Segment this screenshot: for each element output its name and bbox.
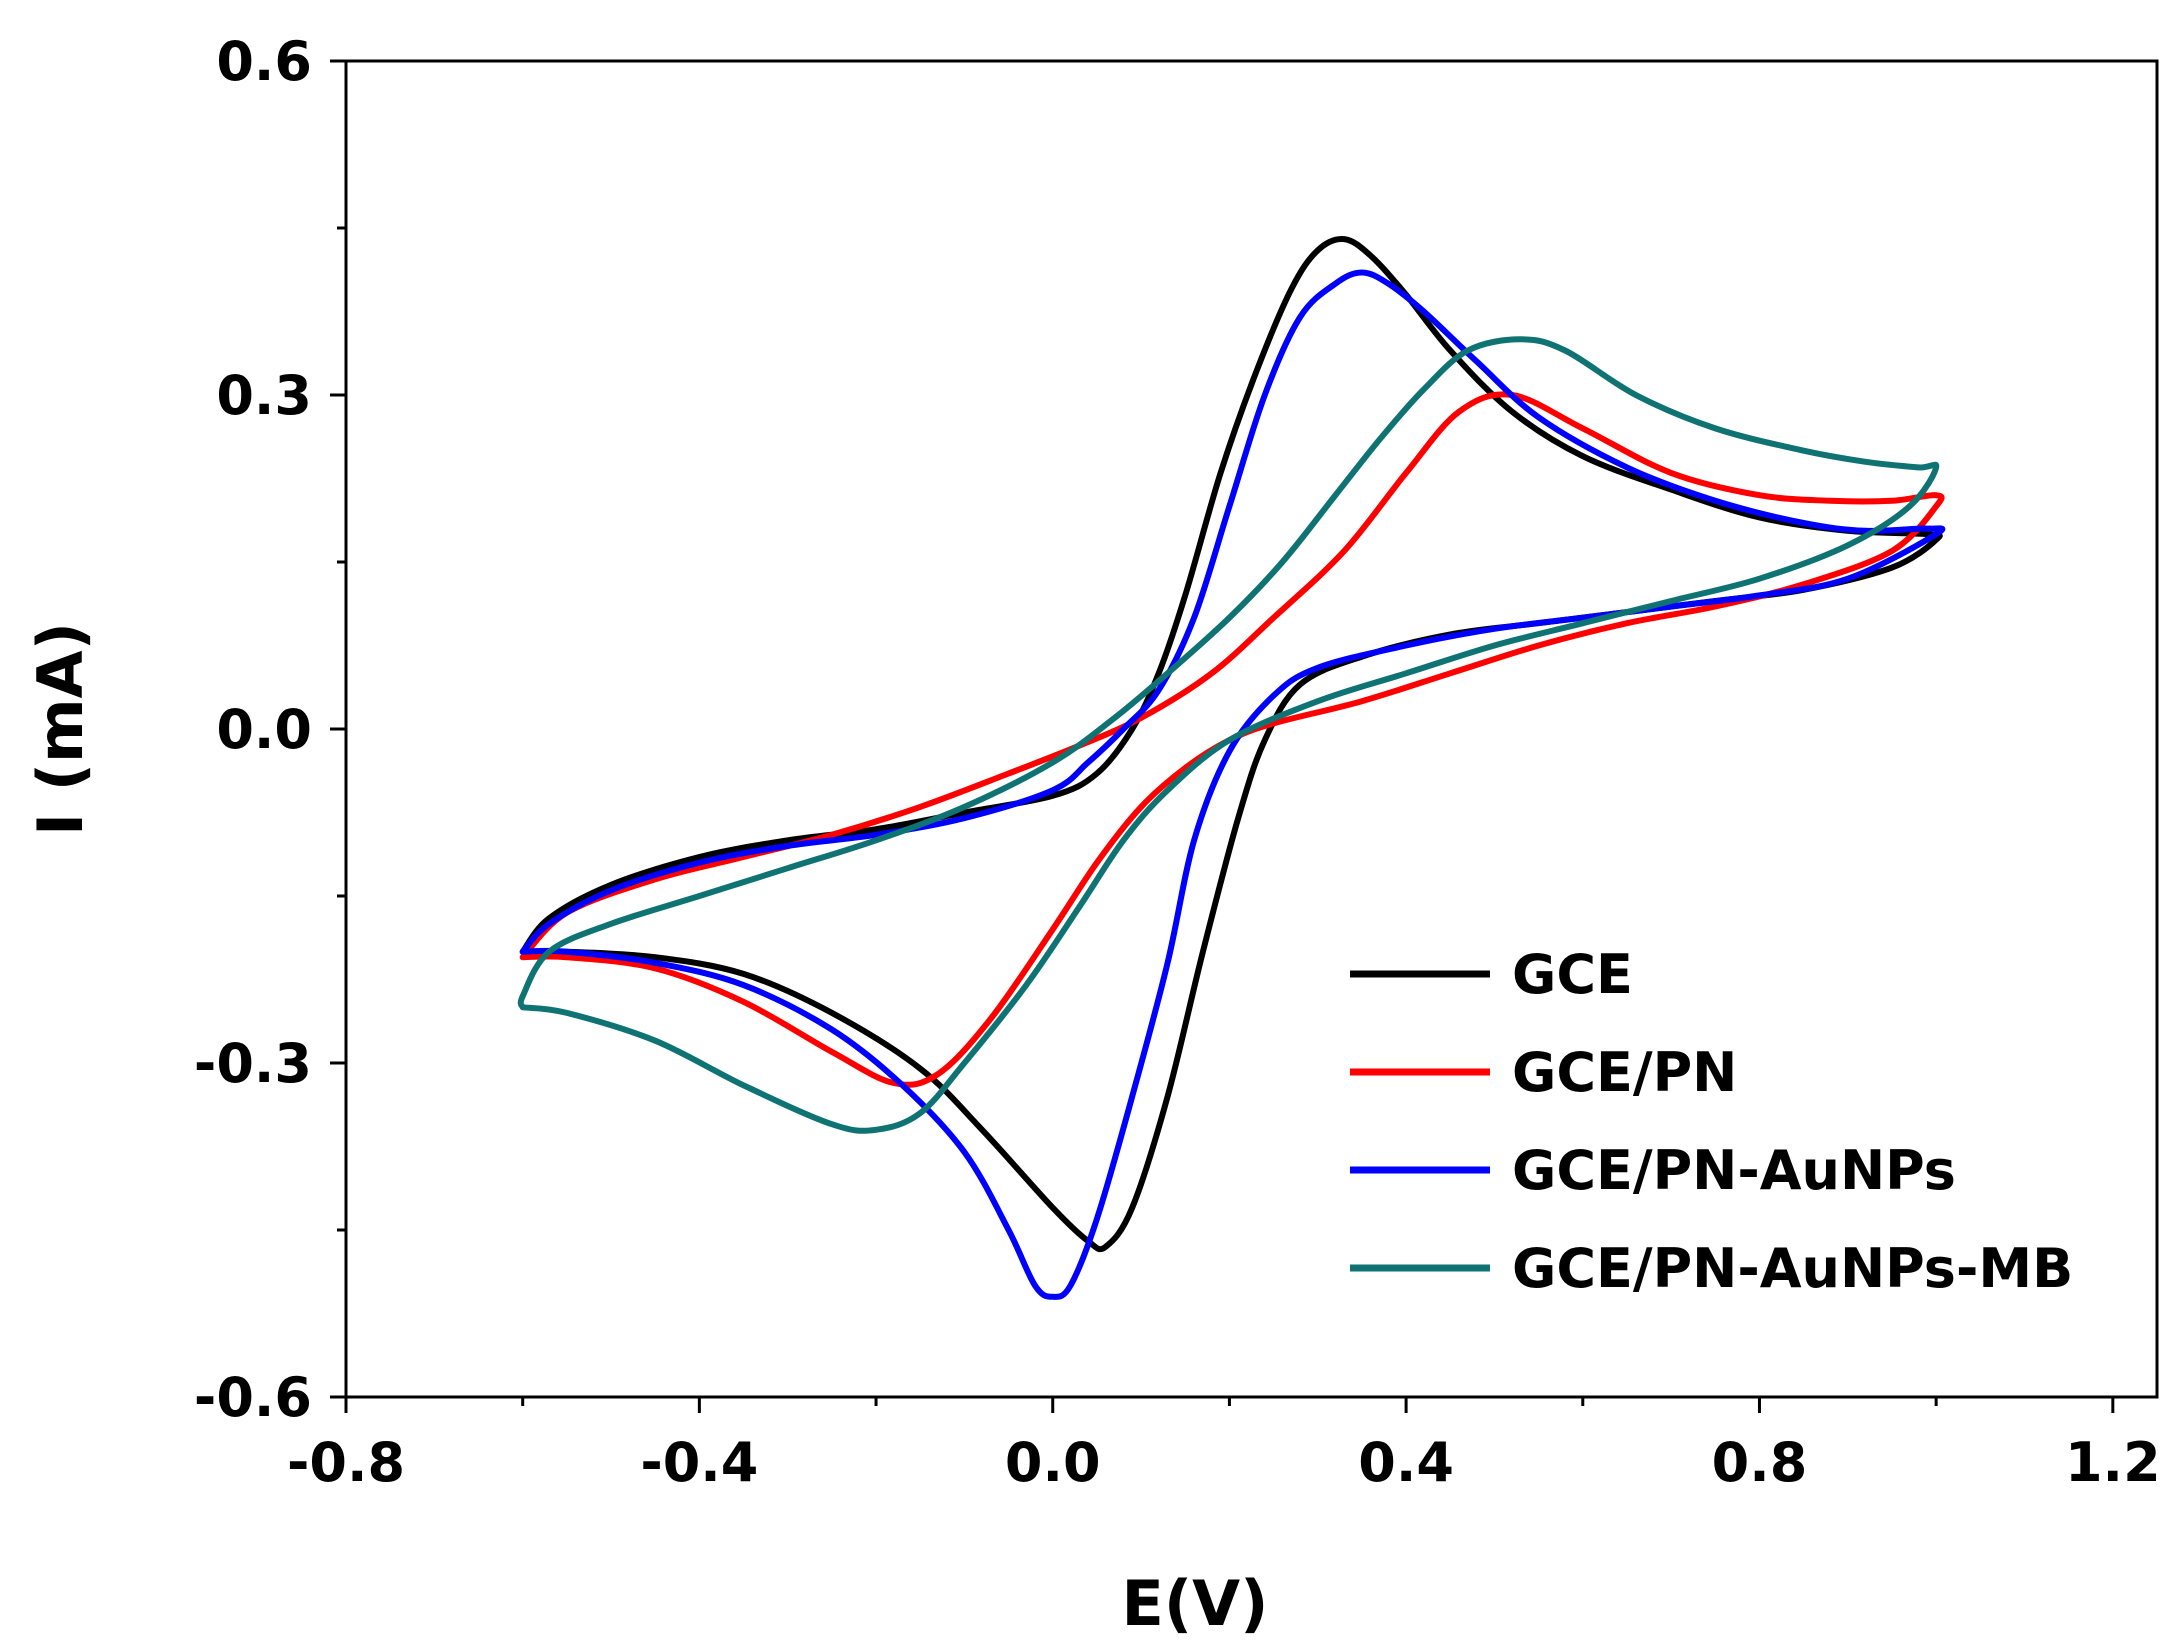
y-axis-title: I (mA) [24, 622, 97, 836]
x-tick-label: 0.8 [1712, 1431, 1808, 1494]
series-line-gce-pn-aunps [519, 269, 1946, 1300]
x-tick-label: -0.8 [287, 1431, 405, 1494]
legend-label-gce-pn-aunps: GCE/PN-AuNPs [1512, 1139, 1956, 1202]
x-tick-label: 0.0 [1005, 1431, 1101, 1494]
y-tick-label: 0.3 [216, 364, 312, 427]
x-axis-title: E(V) [1121, 1567, 1268, 1640]
x-tick-label: 1.2 [2065, 1431, 2161, 1494]
x-tick-label: -0.4 [640, 1431, 758, 1494]
y-tick-label: -0.6 [194, 1366, 312, 1429]
y-tick-label: 0.6 [216, 30, 312, 93]
legend-label-gce-pn: GCE/PN [1512, 1041, 1737, 1104]
x-tick-label: 0.4 [1358, 1431, 1454, 1494]
y-tick-label: -0.3 [194, 1032, 312, 1095]
tick-label-layer: -0.8 -0.4 0.0 0.4 0.8 1.2 0.6 0.3 0.0 -0.3 -0.6 [194, 30, 2161, 1494]
legend-label-gce: GCE [1512, 943, 1633, 1006]
tick-layer [330, 59, 2115, 1413]
legend-label-gce-pn-aunps-mb: GCE/PN-AuNPs-MB [1512, 1237, 2073, 1300]
series-line-gce-pn-aunps-mb [517, 336, 1940, 1134]
series-layer [517, 235, 1946, 1300]
y-tick-label: 0.0 [216, 698, 312, 761]
legend: GCE GCE/PN GCE/PN-AuNPs GCE/PN-AuNPs-MB [1350, 943, 2073, 1300]
